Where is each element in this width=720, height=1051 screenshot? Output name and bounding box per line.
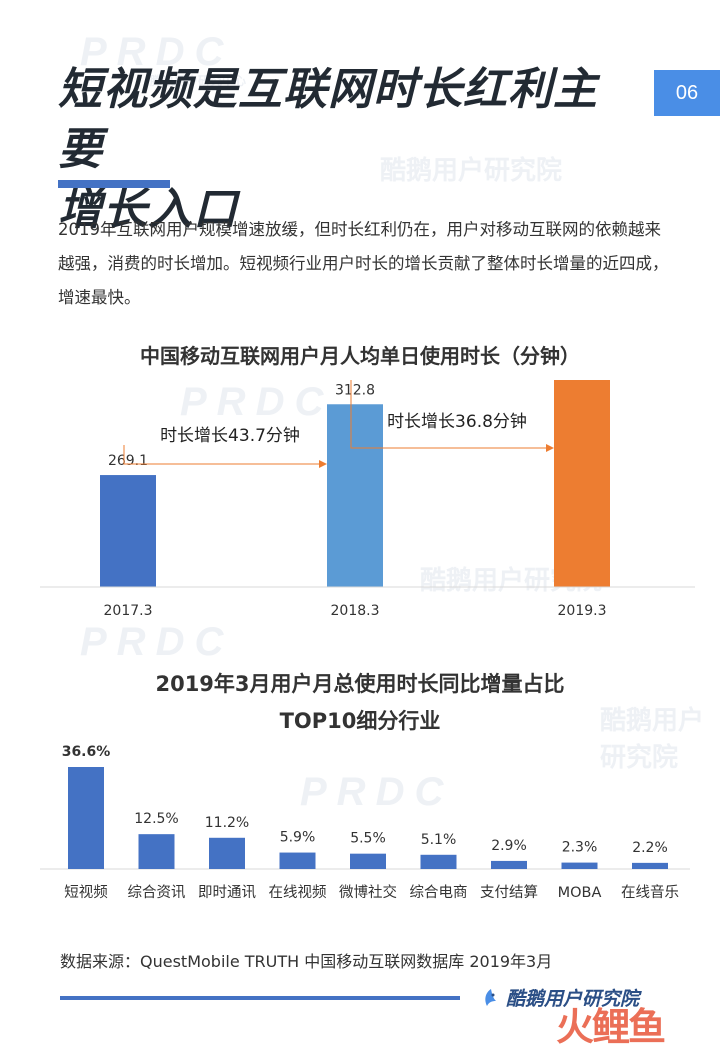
- chart1-title: 中国移动互联网用户月人均单日使用时长（分钟）: [140, 344, 580, 368]
- data-label: 269.1: [108, 453, 148, 469]
- growth-arrow: [123, 445, 327, 468]
- chart2-title-line2: TOP10细分行业: [279, 709, 441, 733]
- x-tick-label: 即时通讯: [198, 884, 256, 901]
- bar: [68, 767, 104, 869]
- footer-brand: 酷鹅用户研究院: [506, 988, 640, 1010]
- x-tick-label: 2019.3: [558, 603, 607, 619]
- usage-duration-chart: 269.12017.3312.82018.3349.62019.3时长增长43.…: [40, 380, 695, 619]
- page-title: 短视频是互联网时长红利主要 增长入口: [58, 60, 638, 240]
- growth-annotation: 时长增长36.8分钟: [387, 412, 527, 432]
- page-title-line2: 增长入口: [58, 184, 238, 235]
- bar: [279, 852, 316, 869]
- bar: [350, 853, 386, 869]
- x-tick-label: 微博社交: [339, 883, 397, 901]
- data-label: 2.3%: [562, 840, 598, 856]
- data-label: 36.6%: [62, 744, 111, 760]
- bar: [420, 854, 457, 869]
- bar: [100, 475, 156, 587]
- footer-logo: 酷鹅用户研究院: [480, 984, 639, 1011]
- footer-line: [60, 996, 460, 1000]
- bar: [138, 834, 175, 869]
- page-number-badge: 06: [654, 70, 720, 116]
- industry-share-chart: 36.6% 短视频 12.5% 综合资讯 11.2% 即时通讯 5.9% 在线视频 5.5% 微博…: [40, 744, 690, 901]
- bar: [327, 404, 383, 587]
- brand-logo-icon: [485, 988, 496, 1006]
- x-tick-label: 2017.3: [104, 603, 153, 619]
- bar: [554, 380, 610, 587]
- data-label: 12.5%: [134, 811, 178, 827]
- x-tick-label: 在线音乐: [621, 884, 679, 901]
- x-tick-label: 综合资讯: [128, 884, 186, 901]
- x-tick-label: 在线视频: [269, 884, 327, 901]
- chart2-title-line1: 2019年3月用户月总使用时长同比增量占比: [155, 672, 565, 696]
- data-label: 312.8: [335, 382, 375, 398]
- corner-watermark: 火鲤鱼: [556, 1005, 666, 1049]
- x-tick-label: MOBA: [558, 885, 602, 901]
- x-tick-label: 支付结算: [480, 884, 538, 901]
- growth-annotation: 时长增长43.7分钟: [160, 426, 300, 446]
- x-tick-label: 2018.3: [331, 603, 380, 619]
- bar: [632, 862, 668, 869]
- title-underline: [58, 180, 170, 188]
- data-label: 5.9%: [280, 830, 316, 846]
- data-label: 11.2%: [205, 815, 249, 831]
- bar: [561, 862, 598, 869]
- growth-arrow: [350, 380, 554, 452]
- data-source: 数据来源：QuestMobile TRUTH 中国移动互联网数据库 2019年3…: [60, 952, 553, 971]
- data-label: 2.9%: [491, 838, 527, 854]
- data-label: 5.5%: [350, 831, 386, 847]
- intro-paragraph: 2019年互联网用户规模增速放缓，但时长红利仍在，用户对移动互联网的依赖越来越强…: [58, 220, 669, 307]
- x-tick-label: 综合电商: [410, 884, 468, 901]
- x-tick-label: 短视频: [64, 884, 108, 901]
- data-label: 5.1%: [421, 832, 457, 848]
- bar: [209, 837, 245, 869]
- page-title-line1: 短视频是互联网时长红利主要: [58, 64, 598, 175]
- bar: [491, 860, 527, 869]
- data-label: 2.2%: [632, 840, 668, 856]
